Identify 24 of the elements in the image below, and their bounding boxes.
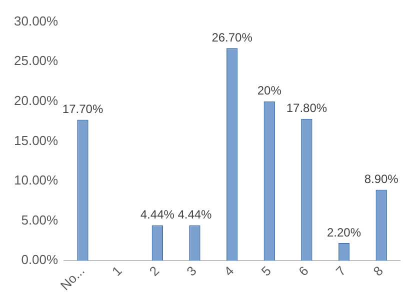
data-label: 4.44% [178,208,212,222]
y-tick-label: 20.00% [14,92,59,108]
y-tick-label: 15.00% [14,132,59,148]
data-label: 8.90% [364,172,399,186]
x-tick-label: No... [57,263,88,294]
x-tick-label: 3 [184,263,200,279]
data-label: 26.70% [212,30,253,44]
y-tick-label: 0.00% [21,252,59,268]
y-tick-label: 30.00% [14,13,59,28]
data-label: 17.70% [62,102,104,116]
x-tick-label: 2 [146,263,162,279]
x-tick-label: 8 [370,263,386,279]
x-tick-label: 7 [332,263,349,279]
y-tick-label: 10.00% [14,172,59,188]
y-tick-label: 5.00% [21,212,59,228]
data-label: 4.44% [140,208,175,222]
x-tick-label: 1 [109,263,125,279]
x-tick-label: 6 [296,263,312,279]
data-label: 20% [257,84,282,98]
x-tick-label: 5 [258,263,274,279]
y-tick-label: 25.00% [14,53,59,68]
x-tick-label: 4 [220,263,237,279]
data-label: 17.80% [286,101,328,116]
data-label: 2.20% [327,225,362,240]
